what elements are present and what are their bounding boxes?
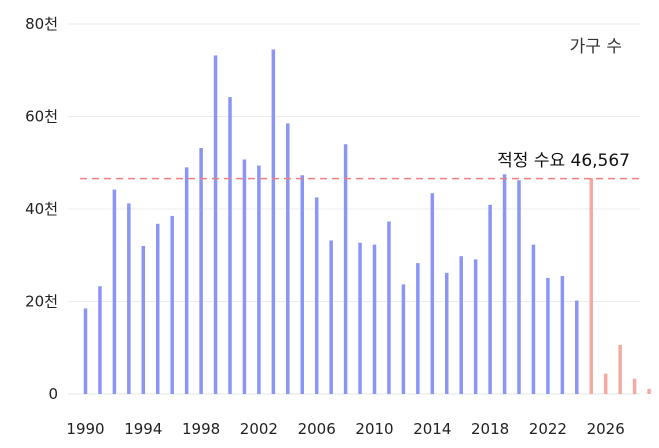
bar-actual-2019 [502, 174, 507, 394]
bar-actual-2015 [445, 272, 449, 394]
bar-actual-2021 [531, 244, 536, 394]
y-tick-label: 80천 [25, 15, 58, 33]
x-tick-label: 2014 [413, 420, 451, 438]
bar-actual-2006 [314, 197, 319, 394]
bar-actual-2003 [271, 49, 276, 394]
bar-actual-2017 [473, 259, 478, 394]
bar-actual-2023 [560, 276, 565, 394]
y-tick-label: 0 [48, 385, 58, 403]
bar-actual-1994 [141, 246, 146, 394]
bar-actual-2000 [228, 97, 232, 394]
x-tick-label: 2018 [471, 420, 509, 438]
y-tick-label: 60천 [25, 108, 58, 126]
bar-actual-1999 [213, 55, 218, 394]
bar-forecast-2028 [632, 378, 637, 394]
bar-actual-1992 [112, 189, 117, 394]
bar-actual-2020 [517, 180, 521, 394]
bar-forecast-2025 [589, 178, 593, 394]
bar-actual-1996 [170, 215, 174, 394]
bar-actual-2007 [329, 240, 333, 394]
x-axis-ticks: 1990 1994 1998 2002 2006 2010 2014 2018 2022 2026 [66, 420, 624, 438]
legend-label: 가구 수 [570, 37, 622, 57]
bar-actual-2002 [257, 165, 261, 394]
bar-actual-2010 [372, 244, 377, 394]
bar-actual-2001 [242, 159, 247, 394]
bar-actual-1997 [184, 167, 189, 394]
y-tick-label: 20천 [25, 293, 58, 311]
x-tick-label: 1990 [66, 420, 104, 438]
x-tick-label: 2026 [587, 420, 625, 438]
bar-actual-1995 [156, 223, 160, 394]
y-tick-label: 40천 [25, 200, 58, 218]
bar-actual-2014 [430, 193, 435, 394]
bar-forecast-2026 [603, 373, 608, 394]
bar-actual-2005 [300, 175, 304, 394]
x-tick-label: 2002 [240, 420, 278, 438]
bar-actual-2004 [286, 123, 290, 394]
bar-actual-2009 [358, 242, 362, 394]
bar-actual-1998 [199, 147, 203, 394]
x-tick-label: 2010 [355, 420, 393, 438]
x-tick-label: 1994 [124, 420, 162, 438]
bar-actual-2024 [575, 300, 579, 394]
bar-forecast-2029 [647, 388, 651, 394]
bar-actual-1991 [98, 286, 102, 394]
bar-actual-2013 [416, 263, 420, 394]
y-axis-ticks: 0 20천 40천 60천 80천 [25, 15, 58, 403]
bar-actual-2018 [488, 204, 492, 394]
bar-forecast-2027 [618, 344, 622, 394]
bar-actual-2022 [546, 277, 550, 394]
x-tick-label: 2006 [298, 420, 336, 438]
bar-actual-2012 [401, 284, 406, 394]
bars [83, 49, 651, 394]
bar-actual-1993 [127, 203, 131, 394]
grid-lines [68, 23, 640, 395]
x-tick-label: 2022 [529, 420, 567, 438]
bar-actual-2008 [343, 144, 348, 394]
reference-line-label: 적정 수요 46,567 [497, 151, 630, 171]
x-tick-label: 1998 [182, 420, 220, 438]
bar-actual-2011 [387, 221, 391, 394]
bar-actual-1990 [83, 308, 88, 394]
bar-actual-2016 [459, 256, 463, 394]
